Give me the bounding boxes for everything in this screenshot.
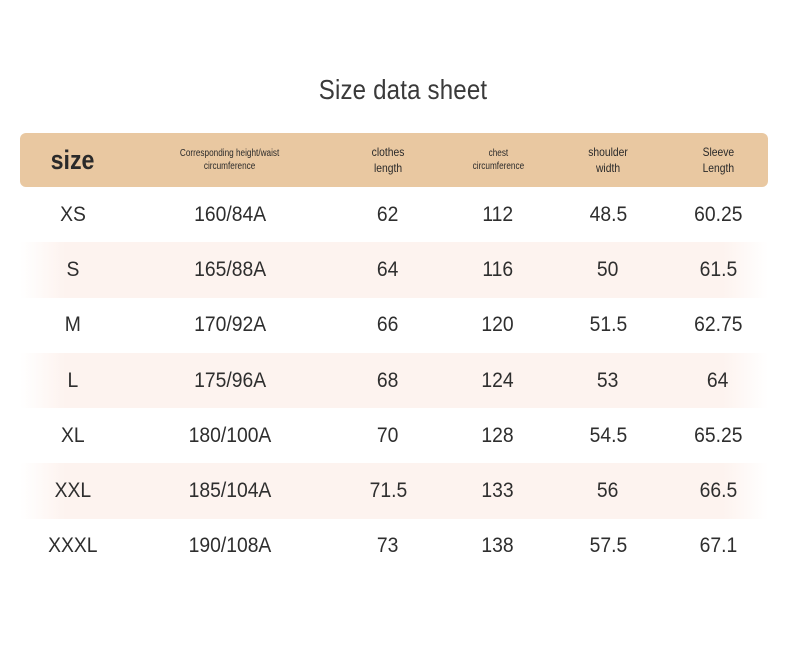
cell-shoulder: 56 xyxy=(597,479,619,503)
cell-shoulder: 48.5 xyxy=(589,202,627,226)
cell-height-waist: 185/104A xyxy=(188,479,272,503)
cell-shoulder: 57.5 xyxy=(589,534,627,558)
cell-chest: 133 xyxy=(481,479,515,503)
cell-chest: 128 xyxy=(481,423,515,447)
cell-shoulder: 53 xyxy=(597,368,619,392)
cell-clothes-length: 70 xyxy=(377,423,399,447)
table-row: XXXL 190/108A 73 138 57.5 67.1 xyxy=(20,519,768,574)
header-sleeve: Sleeve Length xyxy=(702,144,734,175)
cell-clothes-length: 62 xyxy=(377,202,399,226)
header-height-waist-cell: Corresponding height/waist circumference xyxy=(156,133,304,187)
size-table-body: XS 160/84A 62 112 48.5 60.25 S 165/88A 6… xyxy=(20,187,768,574)
cell-sleeve: 64 xyxy=(707,368,729,392)
table-header: size Corresponding height/waist circumfe… xyxy=(20,133,768,187)
header-size: size xyxy=(51,144,95,175)
cell-height-waist: 175/96A xyxy=(194,368,266,392)
cell-height-waist: 165/88A xyxy=(194,257,266,281)
cell-height-waist: 160/84A xyxy=(194,202,266,226)
cell-size: XS xyxy=(60,202,86,226)
header-height-waist: Corresponding height/waist circumference xyxy=(180,147,280,173)
cell-chest: 138 xyxy=(481,534,515,558)
header-shoulder-cell: shoulder width xyxy=(558,133,658,187)
cell-clothes-length: 68 xyxy=(377,368,399,392)
cell-chest: 116 xyxy=(482,257,514,281)
cell-size: M xyxy=(64,313,82,337)
cell-chest: 124 xyxy=(481,368,515,392)
cell-clothes-length: 73 xyxy=(377,534,399,558)
table-row: S 165/88A 64 116 50 61.5 xyxy=(20,242,768,298)
cell-size: XXL xyxy=(54,479,92,503)
cell-shoulder: 51.5 xyxy=(589,313,627,337)
cell-clothes-length: 64 xyxy=(377,257,399,281)
cell-shoulder: 50 xyxy=(597,257,619,281)
cell-sleeve: 67.1 xyxy=(699,534,737,558)
header-size-cell: size xyxy=(20,133,126,187)
header-chest: chest circumference xyxy=(472,147,524,173)
header-clothes-length: clothes length xyxy=(371,144,405,175)
cell-size: XXXL xyxy=(48,534,98,558)
cell-shoulder: 54.5 xyxy=(589,423,627,447)
cell-height-waist: 180/100A xyxy=(188,423,272,447)
table-row: L 175/96A 68 124 53 64 xyxy=(20,352,768,409)
table-row: XS 160/84A 62 112 48.5 60.25 xyxy=(20,187,768,242)
cell-size: S xyxy=(66,257,80,281)
cell-clothes-length: 71.5 xyxy=(369,479,407,503)
cell-sleeve: 61.5 xyxy=(699,257,737,281)
header-shoulder: shoulder width xyxy=(588,144,628,175)
cell-chest: 112 xyxy=(482,202,514,226)
cell-size: L xyxy=(67,368,79,392)
cell-sleeve: 66.5 xyxy=(699,479,737,503)
page-title: Size data sheet xyxy=(318,74,488,105)
cell-sleeve: 65.25 xyxy=(693,423,743,447)
table-row: XXL 185/104A 71.5 133 56 66.5 xyxy=(20,463,768,519)
table-row: M 170/92A 66 120 51.5 62.75 xyxy=(20,298,768,353)
cell-clothes-length: 66 xyxy=(377,313,399,337)
cell-height-waist: 170/92A xyxy=(194,313,266,337)
cell-size: XL xyxy=(61,423,85,447)
header-clothes-length-cell: clothes length xyxy=(338,133,438,187)
header-chest-cell: chest circumference xyxy=(448,133,548,187)
cell-sleeve: 60.25 xyxy=(693,202,743,226)
table-row: XL 180/100A 70 128 54.5 65.25 xyxy=(20,408,768,463)
cell-sleeve: 62.75 xyxy=(693,313,743,337)
cell-height-waist: 190/108A xyxy=(188,534,272,558)
cell-chest: 120 xyxy=(481,313,515,337)
header-sleeve-cell: Sleeve Length xyxy=(668,133,768,187)
